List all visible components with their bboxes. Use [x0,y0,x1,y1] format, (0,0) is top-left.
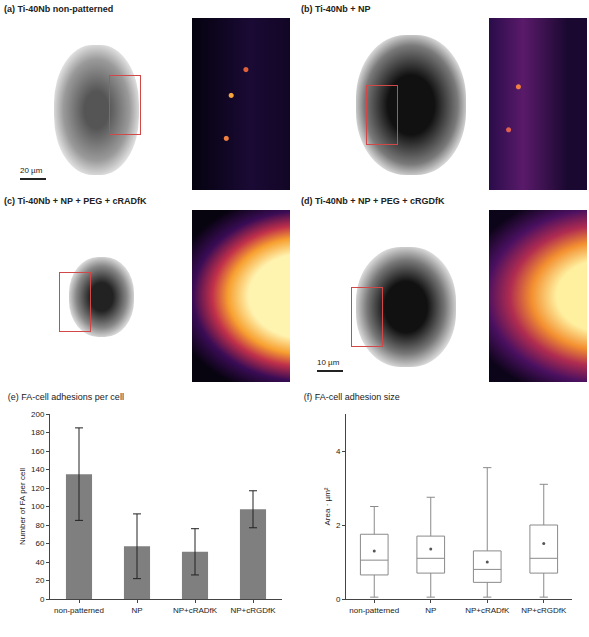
html-text:(b) Ti-40Nb + NP: (b) Ti-40Nb + NP [301,4,371,14]
html-text:10 µm: 10 µm [317,358,340,367]
html-text:(a) Ti-40Nb non-patterned: (a) Ti-40Nb non-patterned [4,4,114,14]
svg-text:40: 40 [35,558,44,567]
svg-text:(f) FA-cell adhesion size: (f) FA-cell adhesion size [304,392,400,402]
svg-text:120: 120 [31,484,45,493]
svg-text:20: 20 [35,576,44,585]
svg-text:2: 2 [336,521,341,530]
svg-text:4: 4 [336,447,341,456]
svg-text:100: 100 [31,502,45,511]
svg-text:NP+cRGDfK: NP+cRGDfK [230,606,276,615]
svg-text:60: 60 [35,539,44,548]
svg-text:180: 180 [31,428,45,437]
svg-text:80: 80 [35,521,44,530]
svg-text:non-patterned: non-patterned [349,606,399,615]
svg-text:200: 200 [31,410,45,419]
svg-text:NP+cRGDfK: NP+cRGDfK [521,606,567,615]
svg-text:0: 0 [336,595,341,604]
svg-text:NP+cRADfK: NP+cRADfK [465,606,510,615]
html-text:(d) Ti-40Nb + NP + PEG + cRGDf: (d) Ti-40Nb + NP + PEG + cRGDfK [301,196,445,206]
svg-text:NP+cRADfK: NP+cRADfK [173,606,218,615]
svg-text:140: 140 [31,465,45,474]
html-text:20 µm: 20 µm [20,166,43,175]
svg-text:NP: NP [131,606,142,615]
svg-text:Area · µm²: Area · µm² [323,487,332,525]
svg-text:(e) FA-cell adhesions per cell: (e) FA-cell adhesions per cell [8,392,124,402]
svg-text:160: 160 [31,447,45,456]
svg-text:0: 0 [40,595,45,604]
html-text:(c) Ti-40Nb + NP + PEG + cRADf: (c) Ti-40Nb + NP + PEG + cRADfK [4,196,147,206]
svg-text:non-patterned: non-patterned [54,606,104,615]
svg-text:NP: NP [425,606,436,615]
svg-text:Number of FA per cell: Number of FA per cell [18,468,27,545]
